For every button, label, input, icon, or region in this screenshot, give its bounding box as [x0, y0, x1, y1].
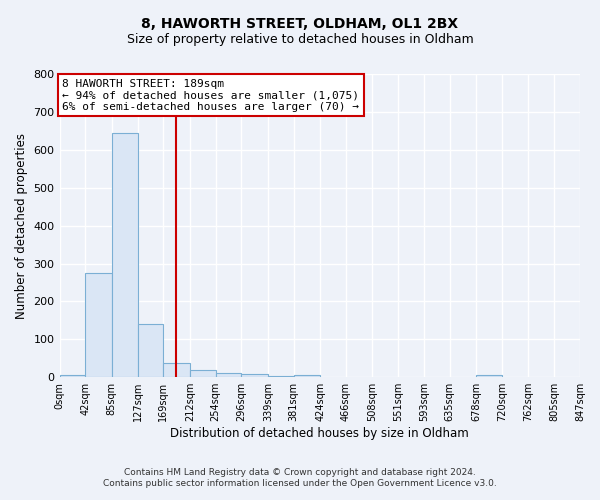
Text: Size of property relative to detached houses in Oldham: Size of property relative to detached ho…	[127, 32, 473, 46]
X-axis label: Distribution of detached houses by size in Oldham: Distribution of detached houses by size …	[170, 427, 469, 440]
Text: 8 HAWORTH STREET: 189sqm
← 94% of detached houses are smaller (1,075)
6% of semi: 8 HAWORTH STREET: 189sqm ← 94% of detach…	[62, 78, 359, 112]
Bar	[85, 273, 112, 377]
Bar	[190, 370, 215, 377]
Bar	[112, 132, 137, 377]
Bar	[215, 374, 241, 377]
Text: Contains HM Land Registry data © Crown copyright and database right 2024.
Contai: Contains HM Land Registry data © Crown c…	[103, 468, 497, 487]
Y-axis label: Number of detached properties: Number of detached properties	[15, 132, 28, 318]
Bar	[59, 374, 85, 377]
Bar	[476, 376, 502, 377]
Text: 8, HAWORTH STREET, OLDHAM, OL1 2BX: 8, HAWORTH STREET, OLDHAM, OL1 2BX	[142, 18, 458, 32]
Bar	[163, 363, 190, 377]
Bar	[137, 324, 163, 377]
Bar	[241, 374, 268, 377]
Bar	[293, 376, 320, 377]
Bar	[268, 376, 293, 377]
